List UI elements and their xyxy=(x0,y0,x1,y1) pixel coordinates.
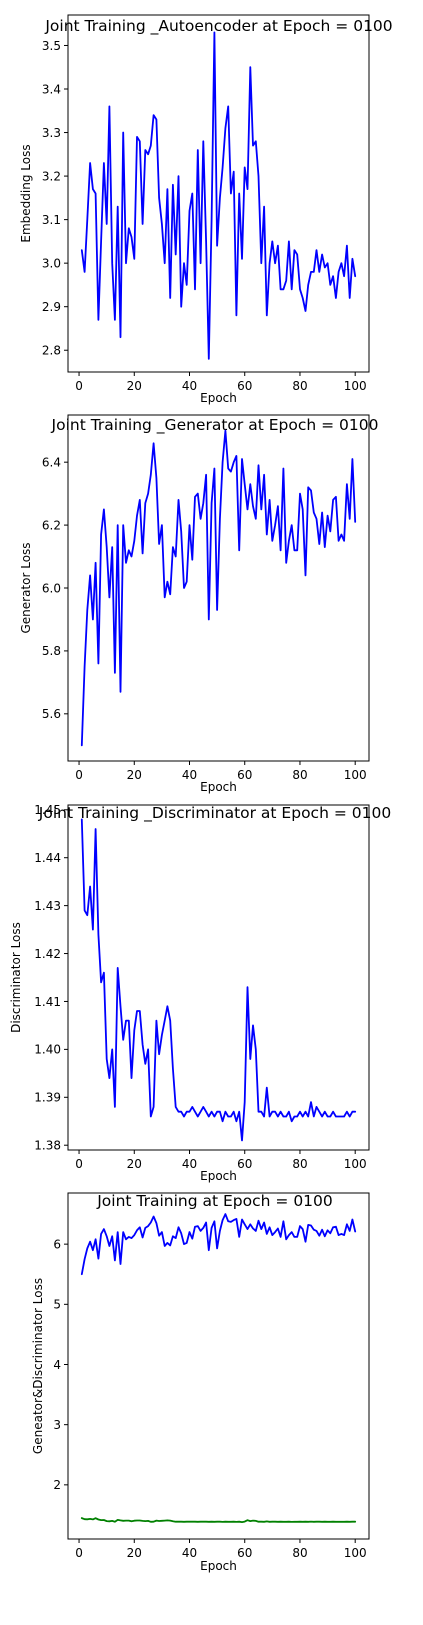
y-axis-label: Embedding Loss xyxy=(19,144,33,242)
x-tick-label: 0 xyxy=(75,768,83,782)
x-tick-label: 60 xyxy=(237,768,252,782)
x-tick-label: 20 xyxy=(127,379,142,393)
x-axis-label: Epoch xyxy=(200,391,237,405)
x-tick-label: 80 xyxy=(292,379,307,393)
x-tick-label: 40 xyxy=(182,379,197,393)
y-tick-label: 1.45 xyxy=(34,803,61,817)
x-tick-label: 20 xyxy=(127,768,142,782)
x-tick-label: 20 xyxy=(127,1546,142,1560)
series-line-2 xyxy=(80,1517,357,1523)
y-tick-label: 3.3 xyxy=(42,126,61,140)
y-tick-label: 6 xyxy=(53,1237,61,1251)
x-tick-label: 0 xyxy=(75,379,83,393)
chart-title: Joint Training _Autoencoder at Epoch = 0… xyxy=(44,17,392,36)
chart-title: Joint Training _Discriminator at Epoch =… xyxy=(38,804,391,823)
plot-frame xyxy=(67,804,370,1151)
y-tick-label: 3.4 xyxy=(42,82,61,96)
chart-panel-generator: Joint Training _Generator at Epoch = 010… xyxy=(19,414,379,794)
x-tick-label: 40 xyxy=(182,1546,197,1560)
y-tick-label: 1.39 xyxy=(34,1091,61,1105)
x-tick-label: 40 xyxy=(182,768,197,782)
x-tick-label: 20 xyxy=(127,1157,142,1171)
chart-panel-discriminator: Joint Training _Discriminator at Epoch =… xyxy=(9,803,391,1183)
y-tick-label: 5.8 xyxy=(42,644,61,658)
x-tick-label: 80 xyxy=(292,1546,307,1560)
series-line-1 xyxy=(80,31,357,360)
plot-frame xyxy=(67,1192,370,1540)
y-tick-label: 2.9 xyxy=(42,300,61,314)
y-tick-label: 1.42 xyxy=(34,947,61,961)
y-tick-label: 6.4 xyxy=(42,455,61,469)
x-axis-label: Epoch xyxy=(200,1169,237,1183)
y-axis-label: Discriminator Loss xyxy=(9,922,23,1033)
y-tick-label: 5.6 xyxy=(42,707,61,721)
y-tick-label: 3 xyxy=(53,1418,61,1432)
y-tick-label: 2.8 xyxy=(42,344,61,358)
x-tick-label: 100 xyxy=(344,1546,367,1560)
plot-frame xyxy=(67,414,370,762)
y-axis-label: Geneator&Discriminator Loss xyxy=(31,1278,45,1454)
y-tick-label: 1.40 xyxy=(34,1043,61,1057)
x-axis-label: Epoch xyxy=(200,1559,237,1573)
y-tick-label: 3.2 xyxy=(42,169,61,183)
x-tick-label: 100 xyxy=(344,768,367,782)
series-line-1 xyxy=(80,818,357,1142)
x-tick-label: 60 xyxy=(237,1546,252,1560)
x-tick-label: 100 xyxy=(344,379,367,393)
chart-panel-joint: Joint Training at Epoch = 0100 0 20 40 60 80… xyxy=(31,1192,370,1573)
chart-panel-autoencoder: Joint Training _Autoencoder at Epoch = 0… xyxy=(19,14,393,405)
x-tick-label: 0 xyxy=(75,1546,83,1560)
plot-frame xyxy=(67,14,370,373)
chart-title: Joint Training at Epoch = 0100 xyxy=(96,1192,333,1210)
x-axis-label: Epoch xyxy=(200,780,237,794)
x-tick-label: 40 xyxy=(182,1157,197,1171)
chart-title: Joint Training _Generator at Epoch = 010… xyxy=(51,416,379,435)
y-axis-label: Generator Loss xyxy=(19,542,33,633)
y-tick-label: 3.5 xyxy=(42,39,61,53)
x-tick-label: 100 xyxy=(344,1157,367,1171)
y-tick-label: 1.41 xyxy=(34,995,61,1009)
x-tick-label: 60 xyxy=(237,1157,252,1171)
series-line-1 xyxy=(80,1213,357,1276)
y-tick-label: 3.0 xyxy=(42,256,61,270)
y-tick-label: 1.44 xyxy=(34,851,61,865)
x-tick-label: 80 xyxy=(292,768,307,782)
y-tick-label: 6.2 xyxy=(42,518,61,532)
series-line-1 xyxy=(80,429,357,747)
y-tick-label: 2 xyxy=(53,1478,61,1492)
y-tick-label: 6.0 xyxy=(42,581,61,595)
y-tick-label: 1.43 xyxy=(34,899,61,913)
y-tick-label: 5 xyxy=(53,1298,61,1312)
y-tick-label: 1.38 xyxy=(34,1139,61,1153)
x-tick-label: 0 xyxy=(75,1157,83,1171)
x-tick-label: 60 xyxy=(237,379,252,393)
y-tick-label: 4 xyxy=(53,1358,61,1372)
y-tick-label: 3.1 xyxy=(42,213,61,227)
x-tick-label: 80 xyxy=(292,1157,307,1171)
